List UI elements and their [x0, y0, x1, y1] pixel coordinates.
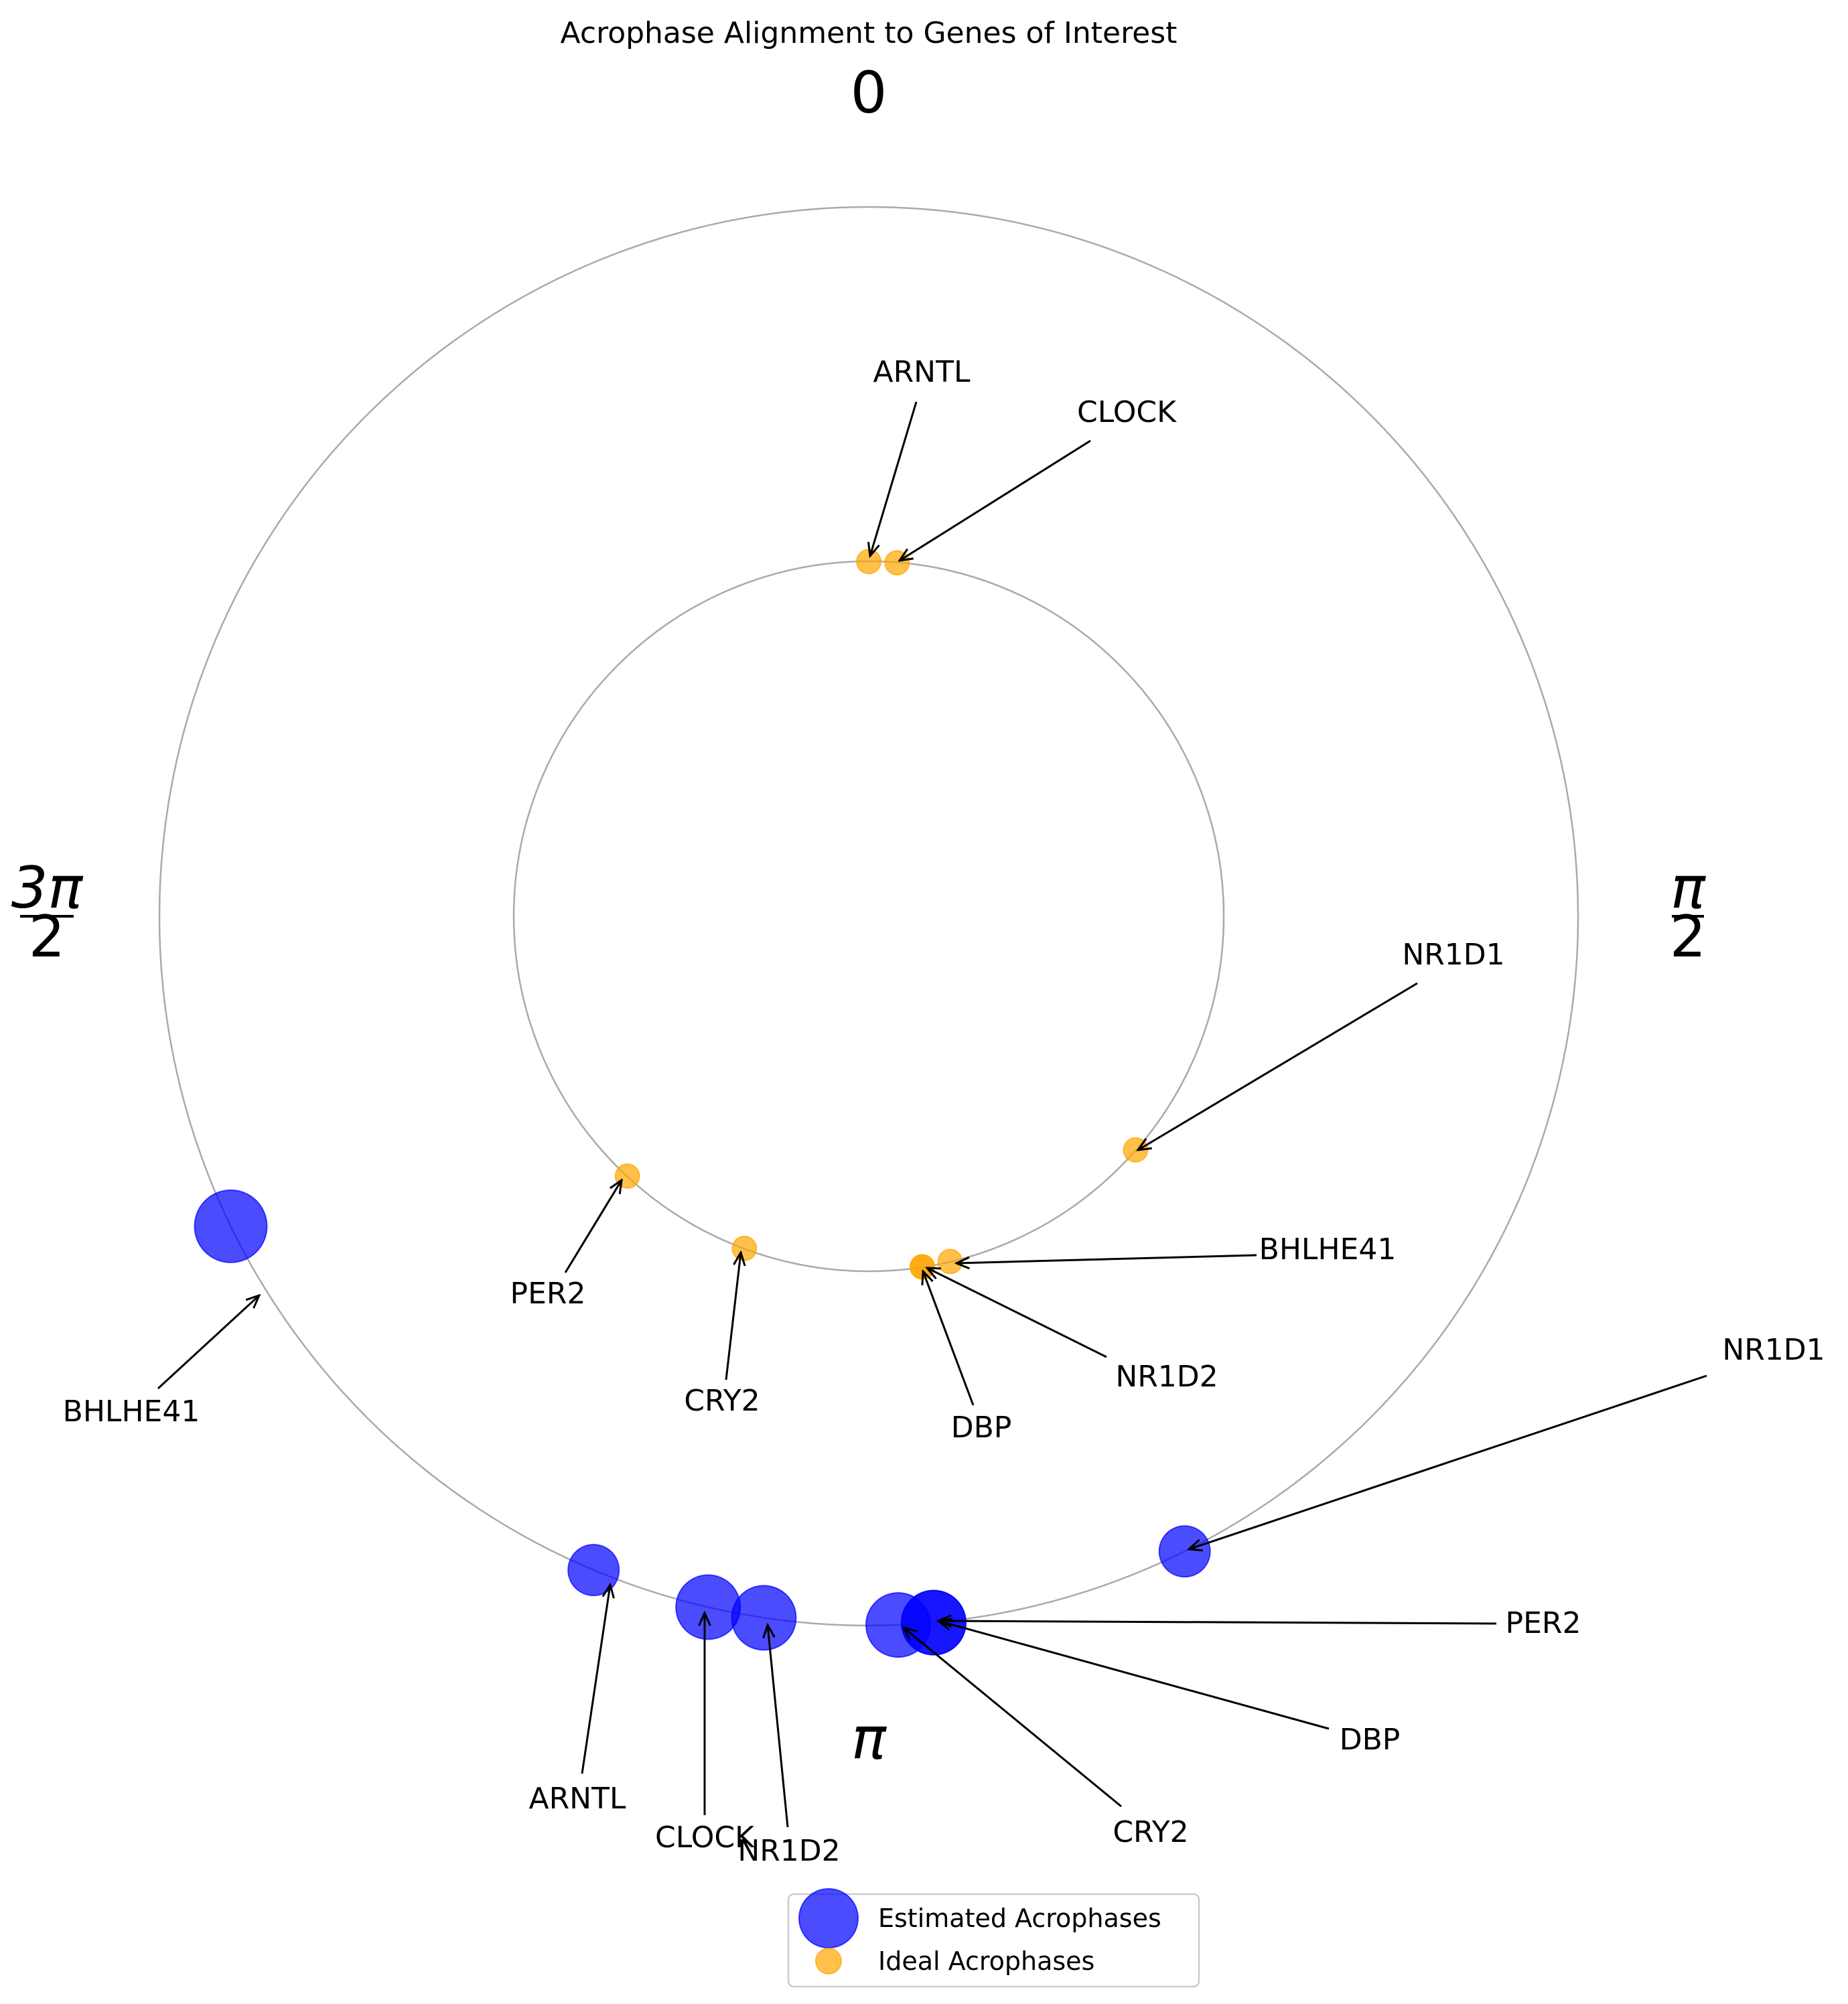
estimated-point-arntl [567, 1544, 620, 1597]
ideal-point-cry2 [731, 1235, 758, 1261]
ideal-point-arntl [856, 549, 881, 575]
arrow-est-per2 [938, 1621, 1497, 1624]
estimated-points [194, 1189, 1211, 1658]
estimated-point-clock [675, 1574, 741, 1640]
angle-label-pi-over-2-numerator: π [1671, 855, 1706, 922]
arrow-ideal-arntl [870, 401, 918, 556]
annotations-ideal [564, 401, 1418, 1406]
annotations-estimated [157, 1295, 1707, 1828]
legend-box [787, 1893, 1200, 1988]
label-ideal-nr1d1: NR1D1 [1402, 938, 1504, 972]
estimated-point-per2 [900, 1589, 967, 1656]
arrow-ideal-nr1d1 [1138, 982, 1418, 1150]
label-ideal-clock: CLOCK [1077, 395, 1177, 429]
legend-marker-estimated [798, 1888, 859, 1948]
label-ideal-nr1d2: NR1D2 [1115, 1360, 1218, 1394]
arrow-est-arntl [581, 1585, 610, 1774]
angle-label-pi: π [851, 1705, 887, 1772]
arrow-ideal-bhlhe41 [956, 1254, 1257, 1263]
arrow-ideal-per2 [564, 1180, 622, 1273]
labels-estimated: ARNTL CLOCK NR1D2 CRY2 DBP PER2 NR1D1 BH… [63, 1333, 1825, 1868]
estimated-point-nr1d1 [1158, 1525, 1211, 1578]
chart-title: Acrophase Alignment to Genes of Interest [561, 16, 1178, 50]
ideal-point-clock [884, 550, 910, 576]
arrow-est-bhlhe41 [157, 1295, 259, 1390]
ideal-points [614, 549, 1149, 1280]
arrow-ideal-cry2 [725, 1252, 741, 1380]
legend-label-ideal: Ideal Acrophases [878, 1946, 1094, 1976]
arrow-est-dbp [938, 1621, 1330, 1730]
arrow-ideal-clock [900, 439, 1091, 561]
label-ideal-bhlhe41: BHLHE41 [1259, 1232, 1397, 1267]
angle-label-3pi-over-2-denominator: 2 [29, 904, 66, 971]
angle-label-0: 0 [851, 60, 887, 127]
ideal-point-dbp [910, 1254, 935, 1280]
arrow-est-nr1d2 [768, 1625, 789, 1828]
angle-label-pi-over-2: π 2 [1670, 855, 1707, 971]
ideal-point-bhlhe41 [937, 1248, 963, 1275]
label-est-per2: PER2 [1506, 1606, 1581, 1640]
label-est-clock: CLOCK [655, 1820, 755, 1855]
label-ideal-cry2: CRY2 [684, 1384, 760, 1418]
angle-label-3pi-over-2: 3π 2 [11, 855, 84, 971]
label-est-nr1d1: NR1D1 [1722, 1333, 1825, 1367]
estimated-point-bhlhe41 [194, 1189, 268, 1263]
angle-label-3pi-over-2-numerator: 3π [11, 855, 84, 922]
labels-ideal: ARNTL CLOCK NR1D1 BHLHE41 NR1D2 DBP CRY2… [510, 355, 1505, 1445]
arrow-est-nr1d1 [1189, 1374, 1707, 1549]
inner-ring [512, 560, 1225, 1273]
arrow-ideal-nr1d2 [927, 1268, 1107, 1358]
label-ideal-dbp: DBP [951, 1411, 1012, 1445]
label-ideal-per2: PER2 [510, 1277, 586, 1311]
legend: Estimated Acrophases Ideal Acrophases [787, 1888, 1200, 1988]
label-est-bhlhe41: BHLHE41 [63, 1394, 200, 1429]
arrow-ideal-dbp [923, 1271, 975, 1406]
label-est-nr1d2: NR1D2 [737, 1834, 840, 1868]
estimated-point-nr1d2 [731, 1585, 797, 1651]
legend-marker-ideal [815, 1948, 842, 1975]
label-est-dbp: DBP [1340, 1723, 1401, 1757]
angle-label-pi-over-2-denominator: 2 [1670, 904, 1707, 971]
label-est-cry2: CRY2 [1113, 1815, 1188, 1849]
label-est-arntl: ARNTL [529, 1782, 626, 1816]
legend-label-estimated: Estimated Acrophases [878, 1904, 1161, 1933]
ideal-point-nr1d1 [1123, 1137, 1149, 1163]
outer-ring [158, 206, 1579, 1627]
label-ideal-arntl: ARNTL [873, 355, 971, 389]
arrow-est-cry2 [904, 1628, 1122, 1808]
